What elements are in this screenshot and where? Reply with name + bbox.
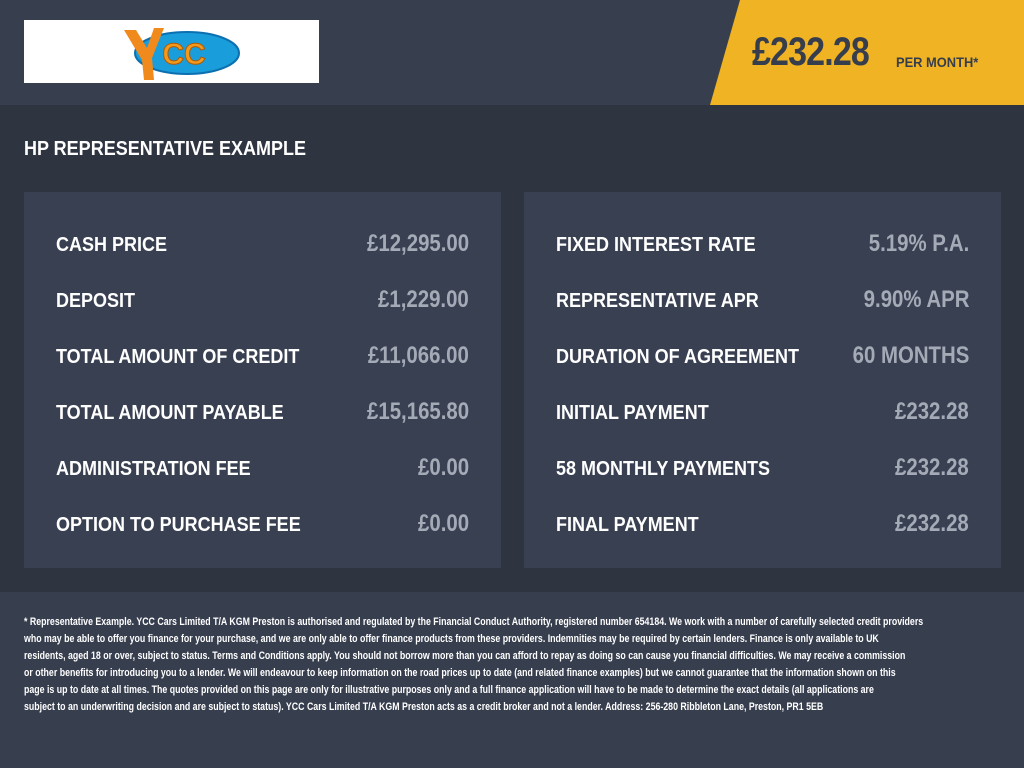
finance-row: INITIAL PAYMENT £232.28 [556,398,969,428]
row-label: DEPOSIT [56,290,136,312]
row-value: £232.28 [895,454,969,481]
row-value: £0.00 [417,454,469,481]
disclaimer-line: who may be able to offer you finance for… [24,633,879,645]
finance-row: 58 MONTHLY PAYMENTS £232.28 [556,454,969,484]
finance-panel-right: FIXED INTEREST RATE 5.19% P.A. REPRESENTAT… [524,192,1001,568]
finance-row: TOTAL AMOUNT OF CREDIT £11,066.00 [56,342,469,372]
per-month-label: PER MONTH* [896,54,979,70]
row-label: TOTAL AMOUNT OF CREDIT [56,346,300,368]
row-label: REPRESENTATIVE APR [556,290,759,312]
row-value: 60 MONTHS [852,342,969,369]
row-label: FINAL PAYMENT [556,514,699,536]
disclaimer: * Representative Example. YCC Cars Limit… [0,592,1024,768]
finance-row: OPTION TO PURCHASE FEE £0.00 [56,510,469,540]
row-label: ADMINISTRATION FEE [56,458,251,480]
row-label: OPTION TO PURCHASE FEE [56,514,301,536]
disclaimer-line: subject to an underwriting decision and … [24,701,824,713]
disclaimer-line: * Representative Example. YCC Cars Limit… [24,616,924,628]
row-value: 9.90% APR [863,286,969,313]
row-value: £0.00 [417,510,469,537]
row-value: £1,229.00 [378,286,469,313]
finance-row: FINAL PAYMENT £232.28 [556,510,969,540]
row-label: FIXED INTEREST RATE [556,234,756,256]
finance-row: FIXED INTEREST RATE 5.19% P.A. [556,230,969,260]
row-value: £232.28 [895,398,969,425]
row-label: CASH PRICE [56,234,168,256]
finance-row: ADMINISTRATION FEE £0.00 [56,454,469,484]
row-label: DURATION OF AGREEMENT [556,346,799,368]
section-title: HP REPRESENTATIVE EXAMPLE [24,138,307,160]
row-value: £232.28 [895,510,969,537]
row-label: TOTAL AMOUNT PAYABLE [56,402,284,424]
svg-text:CC: CC [162,38,205,71]
row-value: £15,165.80 [366,398,469,425]
finance-row: DEPOSIT £1,229.00 [56,286,469,316]
header: CC £232.28 PER MONTH* [0,0,1024,105]
row-value: £11,066.00 [368,342,469,369]
row-value: £12,295.00 [366,230,469,257]
finance-panel-left: CASH PRICE £12,295.00 DEPOSIT £1,229.00 TOTA… [24,192,501,568]
disclaimer-line: page is up to date at all times. The quo… [24,684,874,696]
row-label: INITIAL PAYMENT [556,402,709,424]
row-label: 58 MONTHLY PAYMENTS [556,458,771,480]
monthly-price-badge [710,0,1024,105]
finance-row: DURATION OF AGREEMENT 60 MONTHS [556,342,969,372]
disclaimer-line: or other benefits for introducing you to… [24,667,896,679]
monthly-price: £232.28 [752,30,870,74]
finance-row: REPRESENTATIVE APR 9.90% APR [556,286,969,316]
ycc-logo[interactable]: CC [24,20,319,83]
finance-row: CASH PRICE £12,295.00 [56,230,469,260]
finance-row: TOTAL AMOUNT PAYABLE £15,165.80 [56,398,469,428]
row-value: 5.19% P.A. [868,230,969,257]
disclaimer-line: residents, aged 18 or over, subject to s… [24,650,906,662]
